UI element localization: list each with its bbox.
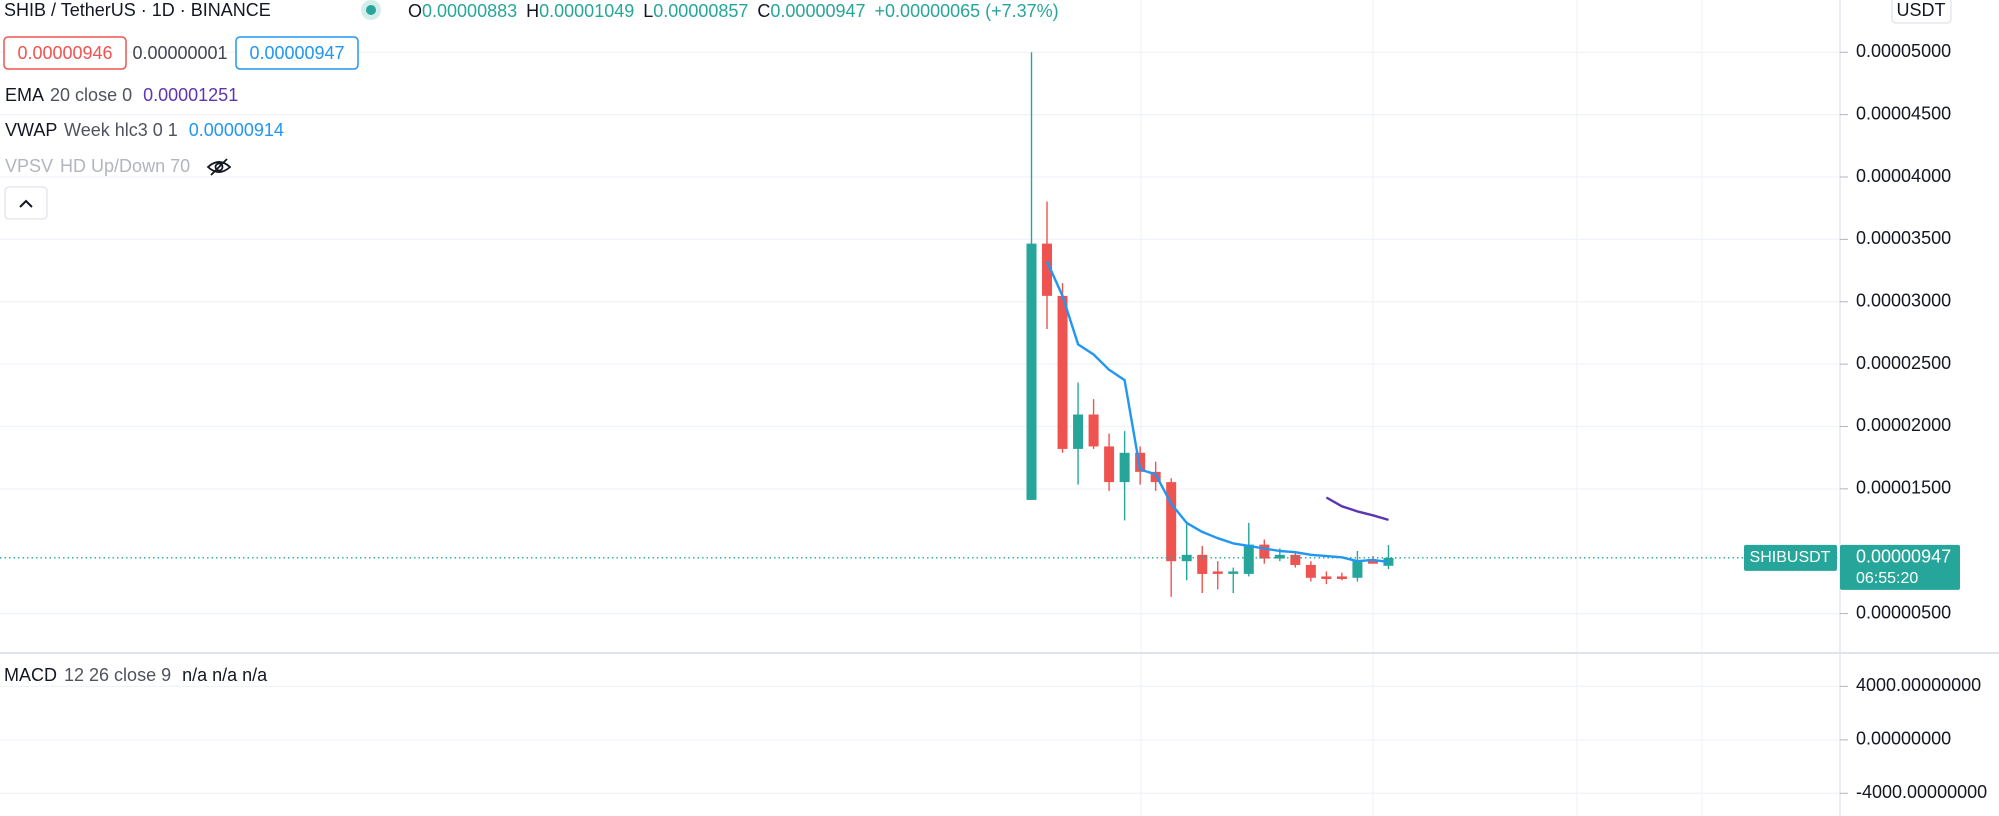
currency-button[interactable] bbox=[1891, 0, 1952, 24]
symbol-tag: SHIBUSDT bbox=[1750, 549, 1831, 566]
price-axis: 0.00000500 0.00001500 0.00002000 0.00002500… bbox=[1744, 41, 1987, 802]
macd-legend: MACD 12 26 close 9 n/a n/a n/a bbox=[4, 665, 268, 685]
spread: 0.00000001 bbox=[132, 43, 227, 63]
candle-body bbox=[1352, 561, 1363, 578]
y-tick-label: 0.00002000 bbox=[1856, 415, 1951, 435]
grid bbox=[0, 51, 1840, 794]
candle-body bbox=[1290, 554, 1301, 565]
candle-body bbox=[1212, 571, 1223, 574]
ohlc-key: L bbox=[643, 1, 653, 21]
indicator-legend: EMA 20 close 0 0.00001251 bbox=[5, 85, 238, 105]
y-tick-label: 0.00000000 bbox=[1856, 729, 1951, 749]
y-tick-label: 0.00003500 bbox=[1856, 228, 1951, 248]
candle-body bbox=[1057, 295, 1068, 449]
time-grid bbox=[1140, 0, 1703, 816]
market-status-dot bbox=[366, 5, 376, 15]
ohlc-value: 0.00000947 bbox=[770, 1, 865, 21]
ohlc-readout: O0.00000883 H0.00001049 L0.00000857 C0.0… bbox=[408, 1, 1059, 21]
indicator-params: HD Up/Down 70 bbox=[60, 156, 190, 176]
y-tick-label: 0.00004500 bbox=[1856, 103, 1951, 123]
y-tick-label: 0.00000500 bbox=[1856, 602, 1951, 622]
indicator-params: Week hlc3 0 1 bbox=[64, 120, 178, 140]
candle-body bbox=[1274, 554, 1285, 559]
y-tick-label: 4000.00000000 bbox=[1856, 675, 1981, 695]
currency[interactable]: USDT bbox=[1897, 0, 1946, 20]
ohlc-value: 0.00000883 bbox=[422, 1, 517, 21]
last-price-box bbox=[1840, 544, 1960, 590]
indicator-line bbox=[1045, 260, 1389, 564]
candle-body bbox=[1150, 471, 1161, 483]
buy-price[interactable]: 0.00000947 bbox=[249, 43, 344, 63]
y-tick-label: 0.00003000 bbox=[1856, 290, 1951, 310]
candle-body bbox=[1259, 544, 1270, 559]
change: +0.00000065 (+7.37%) bbox=[875, 1, 1059, 21]
candle-body bbox=[1073, 414, 1084, 449]
ohlc-key: H bbox=[526, 1, 539, 21]
indicator-value: 0.00000914 bbox=[189, 120, 284, 140]
candle-body bbox=[1166, 482, 1177, 562]
indicator-legend: VPSV HD Up/Down 70 bbox=[5, 156, 190, 176]
macd-params: 12 26 close 9 bbox=[64, 665, 171, 685]
symbol-title: SHIB / TetherUS · 1D · BINANCE bbox=[4, 0, 271, 20]
macd-values: n/a n/a n/a bbox=[182, 665, 268, 685]
candle-body bbox=[1305, 564, 1316, 578]
candle-body bbox=[1026, 243, 1037, 500]
last-price-label: 0.00000947 bbox=[1856, 547, 1951, 567]
sell-price[interactable]: 0.00000946 bbox=[17, 43, 112, 63]
indicator-params: 20 close 0 bbox=[50, 85, 132, 105]
candle-body bbox=[1119, 452, 1130, 483]
collapse-button[interactable] bbox=[4, 186, 48, 220]
candle-body bbox=[1321, 576, 1332, 580]
indicator-legend: VWAP Week hlc3 0 1 0.00000914 bbox=[5, 120, 284, 140]
ohlc-value: 0.00001049 bbox=[539, 1, 634, 21]
indicator-name: VPSV bbox=[5, 156, 53, 176]
indicator-name: EMA bbox=[5, 85, 44, 105]
candle-body bbox=[1181, 554, 1192, 562]
candle-body bbox=[1104, 446, 1115, 483]
countdown: 06:55:20 bbox=[1856, 570, 1918, 587]
indicator-value: 0.00001251 bbox=[143, 85, 238, 105]
ohlc-value: 0.00000857 bbox=[653, 1, 748, 21]
candle-body bbox=[1135, 452, 1146, 472]
candle-body bbox=[1088, 414, 1099, 447]
symbol-tag-box bbox=[1744, 544, 1837, 571]
y-tick-label: 0.00004000 bbox=[1856, 166, 1951, 186]
indicator-name: VWAP bbox=[5, 120, 57, 140]
ohlc-key: O bbox=[408, 1, 422, 21]
eye-pupil bbox=[214, 162, 224, 172]
indicator-line bbox=[1325, 496, 1389, 522]
ohlc-key: C bbox=[757, 1, 770, 21]
hidden-eye-icon[interactable] bbox=[206, 158, 232, 176]
y-tick-label: 0.00002500 bbox=[1856, 353, 1951, 373]
collapse-chevron bbox=[19, 199, 33, 208]
y-tick-label: -4000.00000000 bbox=[1856, 782, 1987, 802]
eye-strike bbox=[210, 158, 228, 176]
y-tick-label: 0.00005000 bbox=[1856, 41, 1951, 61]
candle-body bbox=[1228, 571, 1239, 574]
candle-body bbox=[1197, 554, 1208, 574]
sell-button[interactable] bbox=[3, 36, 127, 70]
buy-button[interactable] bbox=[235, 36, 359, 70]
macd-name: MACD bbox=[4, 665, 57, 685]
y-tick-label: 0.00001500 bbox=[1856, 478, 1951, 498]
candle-body bbox=[1243, 544, 1254, 574]
candle-body bbox=[1367, 561, 1378, 564]
plot bbox=[0, 52, 1840, 597]
candle-body bbox=[1336, 576, 1347, 580]
candle-body bbox=[1042, 243, 1053, 296]
